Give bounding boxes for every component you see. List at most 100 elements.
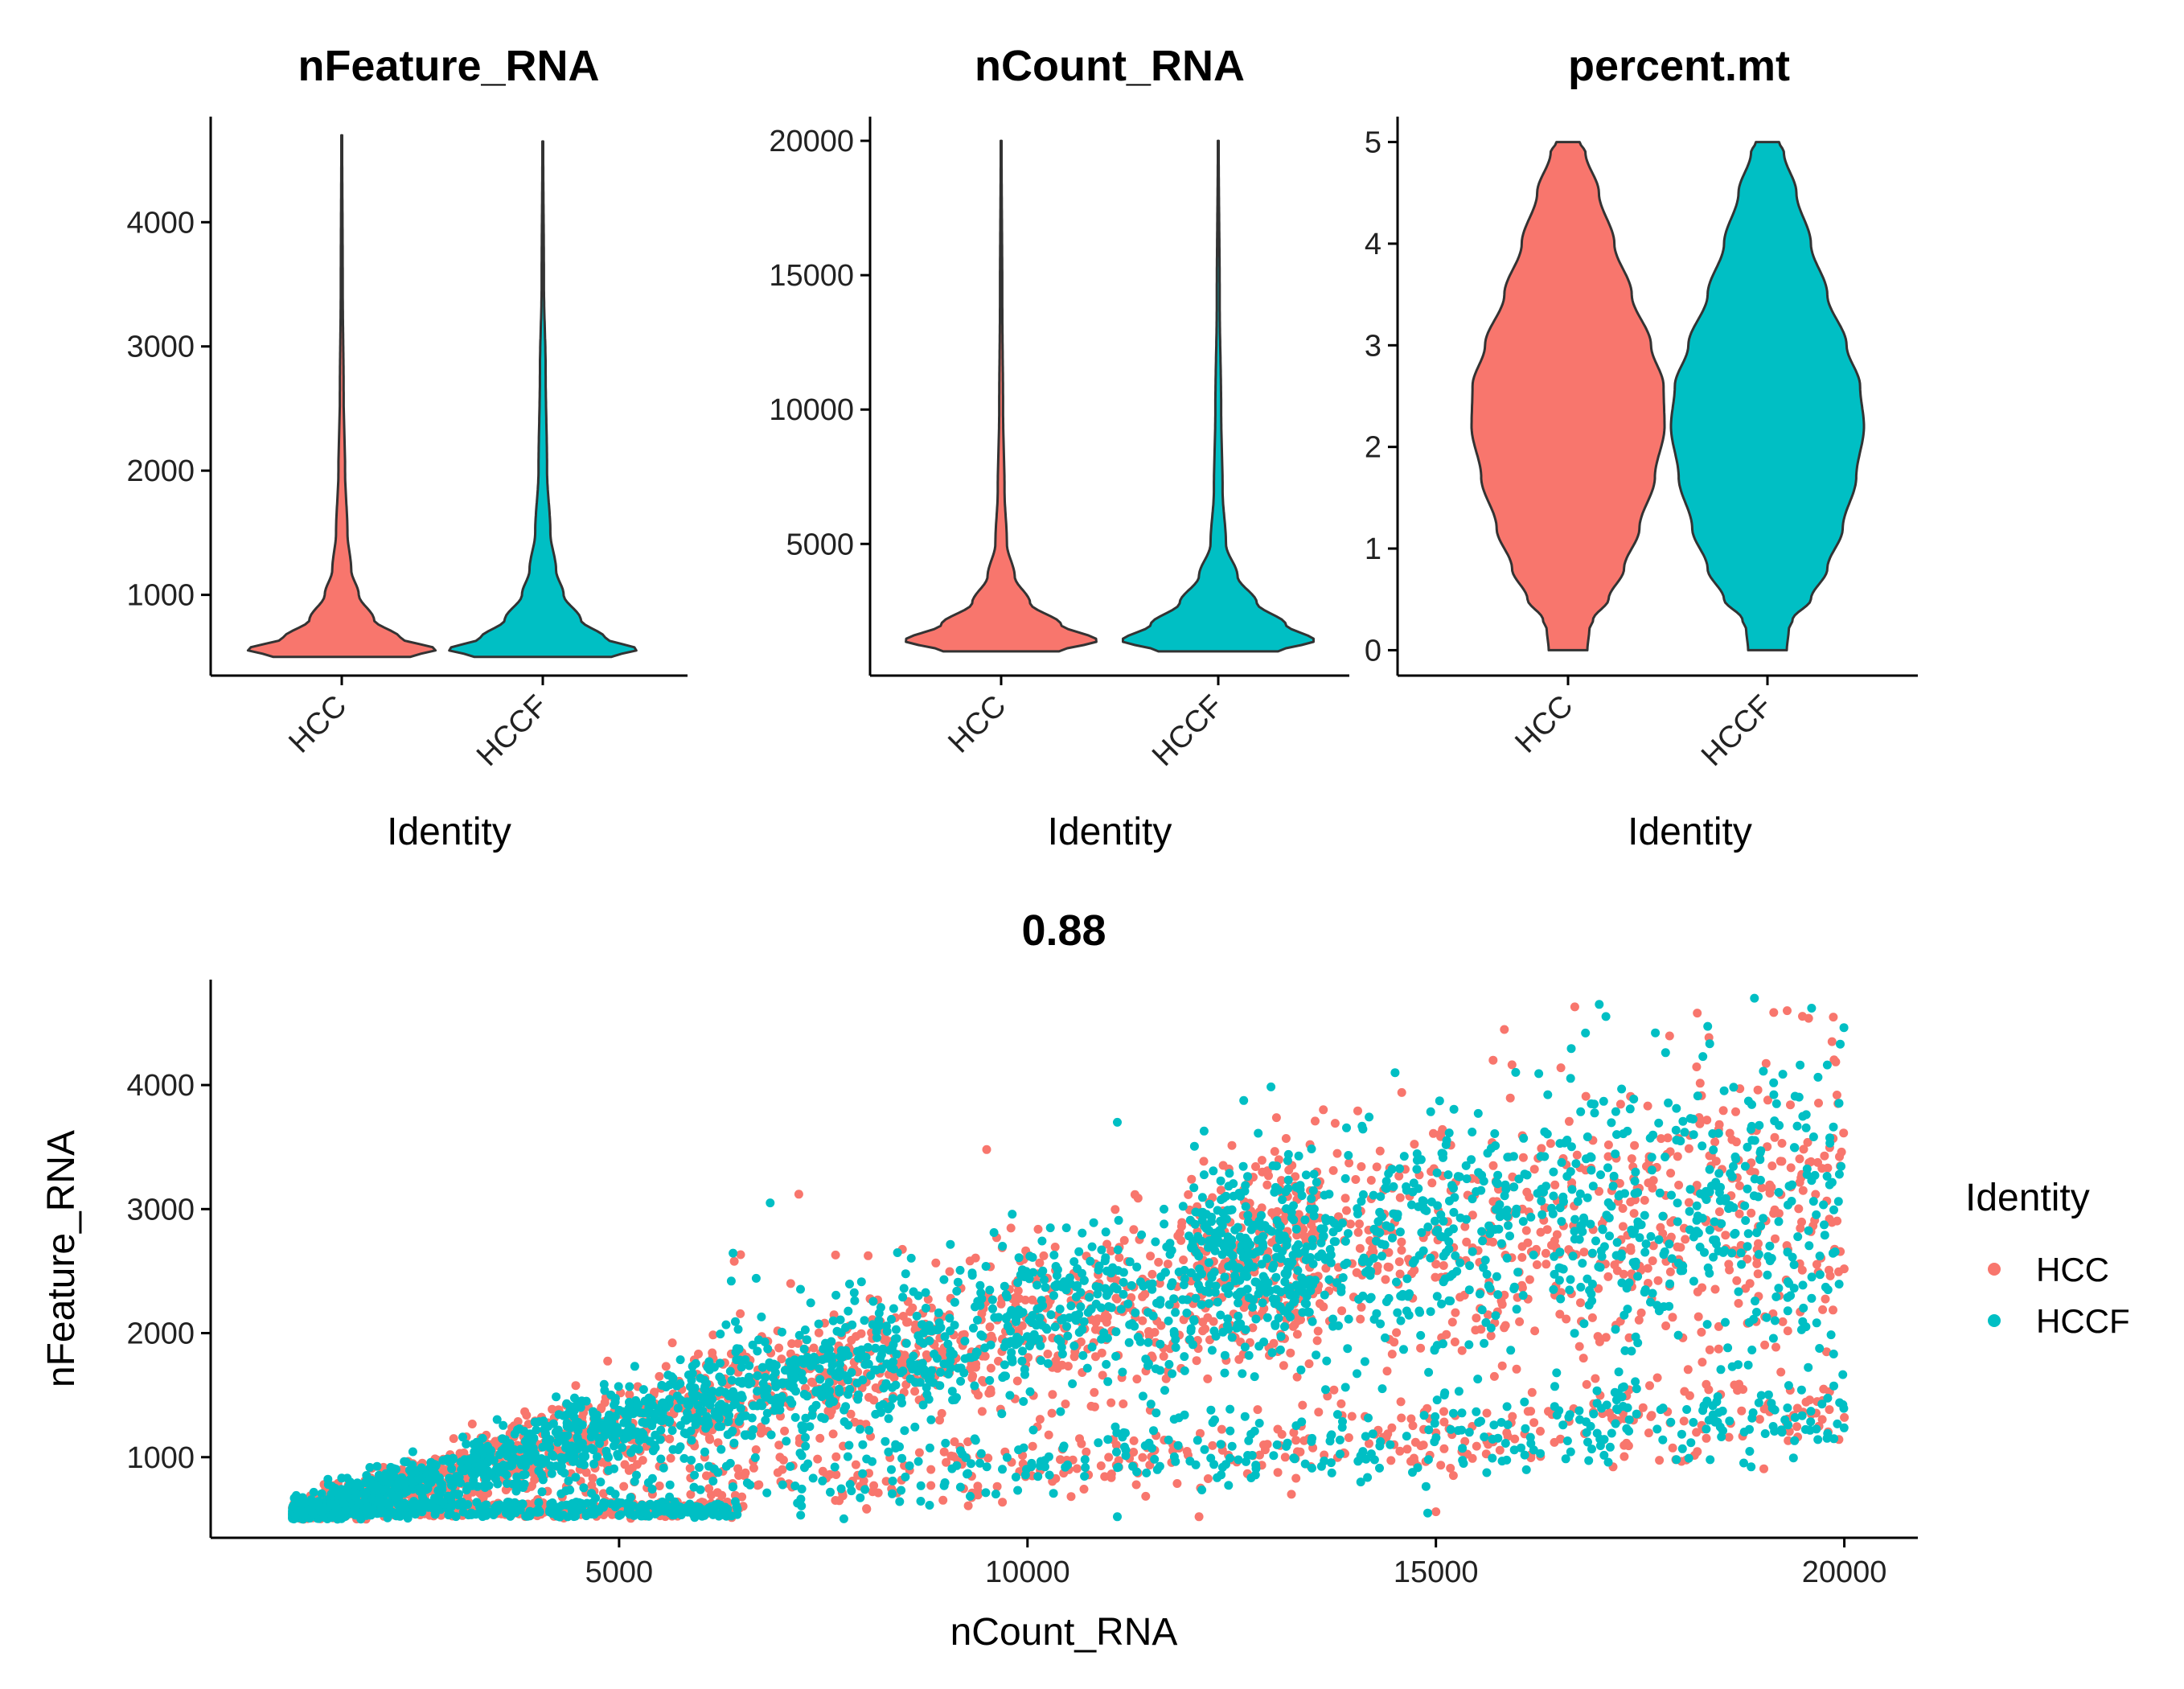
scatter-point [1008,1354,1017,1364]
scatter-point [980,1351,990,1361]
scatter-point [778,1465,787,1474]
scatter-point [1666,1169,1676,1178]
scatter-point [1143,1361,1152,1371]
scatter-point [847,1335,856,1345]
scatter-point [1550,1180,1560,1190]
scatter-point [704,1420,713,1429]
scatter-point [1090,1387,1099,1397]
scatter-point [848,1320,857,1329]
scatter-point [1536,1427,1545,1436]
scatter-point [1439,1444,1449,1453]
scatter-point [1123,1299,1133,1309]
scatter-point [898,1366,908,1376]
scatter-point [1208,1440,1217,1450]
scatter-point [1472,1441,1481,1451]
scatter-point [372,1486,382,1495]
scatter-point [1171,1342,1180,1352]
scatter-point [1050,1322,1060,1332]
scatter-point [1646,1231,1656,1241]
scatter-point [309,1487,318,1497]
scatter-point [815,1433,825,1443]
scatter-point [1194,1512,1204,1522]
scatter-point [850,1296,860,1305]
scatter-point [1102,1266,1111,1276]
scatter-point [1351,1175,1361,1184]
scatter-point [1014,1253,1024,1263]
scatter-point [838,1353,848,1362]
scatter-point [1532,1260,1542,1269]
scatter-point [685,1464,695,1473]
scatter-point [388,1464,398,1473]
scatter-point [733,1464,743,1473]
scatter-point [935,1416,944,1425]
scatter-point [448,1453,458,1463]
scatter-point [1643,1101,1652,1111]
scatter-point [1710,1284,1720,1294]
scatter-point [538,1475,548,1485]
scatter-point [1280,1453,1290,1462]
scatter-point [1574,1342,1584,1351]
scatter-point [1250,1372,1259,1382]
scatter-point [334,1487,343,1497]
scatter-point [377,1498,387,1508]
scatter-point [1248,1323,1258,1333]
scatter-point [878,1344,888,1354]
scatter-point [1702,1433,1711,1443]
scatter-point [971,1253,980,1263]
scatter-point [730,1490,740,1500]
scatter-point [1209,1166,1218,1176]
scatter-point [1043,1358,1053,1368]
scatter-point [1591,1236,1600,1246]
scatter-point [926,1465,936,1474]
scatter-point [1529,1250,1538,1260]
scatter-point [1552,1230,1562,1239]
scatter-point [1253,1405,1262,1415]
scatter-point [803,1353,812,1362]
scatter-point [998,1498,1008,1507]
scatter-point [1346,1219,1355,1229]
scatter-point [1695,1079,1705,1088]
scatter-point [667,1338,677,1348]
scatter-point [1833,1216,1842,1226]
scatter-point [724,1391,733,1400]
scatter-point [661,1383,671,1391]
scatter-point [1661,1153,1670,1161]
scatter-point [1032,1280,1042,1290]
scatter-point [687,1456,696,1465]
scatter-point [950,1437,959,1447]
scatter-point [1811,1190,1821,1199]
scatter-point [1395,1269,1405,1279]
scatter-point [1316,1238,1326,1247]
scatter-point [606,1390,616,1399]
y-tick-label: 3 [1365,329,1381,363]
scatter-point [401,1477,411,1487]
scatter-point [736,1309,745,1318]
scatter-point [1825,1271,1835,1280]
scatter-point [1283,1149,1293,1159]
scatter-point [1262,1288,1271,1297]
scatter-point [1610,1260,1620,1270]
scatter-point [1823,1163,1833,1173]
scatter-point [589,1445,598,1455]
scatter-point [1521,1226,1531,1235]
scatter-point [1710,1137,1720,1147]
scatter-point [1028,1317,1037,1327]
scatter-point [665,1434,675,1444]
scatter-point [1248,1302,1258,1312]
scatter-point [1438,1124,1447,1134]
scatter-point [560,1469,569,1477]
scatter-point [1397,1413,1406,1423]
scatter-point [445,1476,455,1486]
scatter-point [828,1429,838,1439]
scatter-point [541,1428,550,1438]
scatter-point [1829,1013,1838,1022]
scatter-point [1462,1174,1472,1184]
scatter-point [910,1387,920,1396]
scatter-point [668,1374,678,1383]
scatter-point [1813,1157,1822,1167]
scatter-point [1556,1063,1566,1073]
scatter-point [817,1412,827,1422]
scatter-point [1546,1139,1555,1149]
scatter-point [630,1362,639,1371]
scatter-point [1375,1146,1385,1156]
